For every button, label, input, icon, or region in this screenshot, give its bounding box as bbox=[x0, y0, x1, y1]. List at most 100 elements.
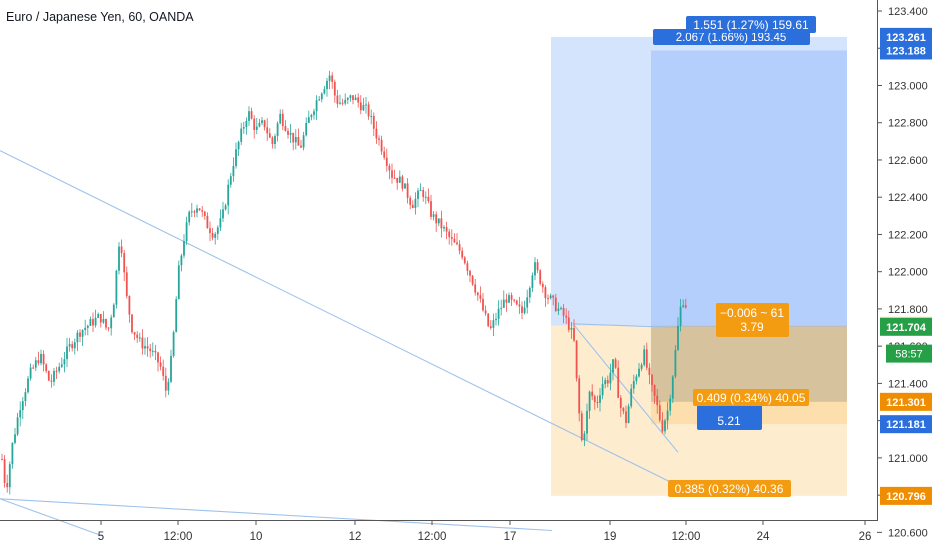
candle-body bbox=[42, 353, 45, 365]
candle bbox=[508, 292, 510, 304]
candle bbox=[619, 395, 622, 417]
candle bbox=[445, 221, 448, 240]
candle-body bbox=[141, 337, 144, 349]
candle-body bbox=[515, 300, 518, 305]
candle bbox=[227, 179, 230, 215]
candle bbox=[302, 131, 305, 151]
candle-body bbox=[310, 114, 313, 118]
candle bbox=[359, 95, 362, 115]
candle bbox=[617, 360, 620, 398]
candle bbox=[92, 312, 94, 332]
candle-body bbox=[144, 346, 146, 349]
candle-body bbox=[11, 442, 14, 465]
candle-body bbox=[609, 372, 612, 384]
candle bbox=[245, 117, 248, 135]
candle bbox=[443, 225, 445, 232]
candle bbox=[222, 201, 224, 223]
candle bbox=[162, 359, 165, 381]
price-tick-label: 122.600 bbox=[888, 155, 928, 167]
candle bbox=[604, 377, 607, 389]
candle-body bbox=[549, 295, 552, 299]
candle bbox=[73, 338, 76, 355]
candle bbox=[557, 302, 560, 316]
candle-body bbox=[128, 296, 131, 315]
candle-body bbox=[331, 75, 334, 82]
candle-body bbox=[682, 305, 685, 307]
candle-body bbox=[333, 81, 336, 96]
candle-body bbox=[596, 402, 599, 404]
price-tag-label: 121.301 bbox=[886, 397, 926, 409]
candle-body bbox=[201, 210, 204, 212]
stop-label-b[interactable]: 0.409 (0.34%) 40.05 bbox=[693, 389, 809, 406]
candle bbox=[463, 255, 466, 265]
candle bbox=[349, 94, 352, 102]
candle bbox=[110, 314, 113, 336]
candle-body bbox=[658, 405, 661, 421]
candle-body bbox=[274, 136, 276, 144]
candle bbox=[188, 210, 191, 226]
price-tag-label: 123.188 bbox=[886, 45, 926, 57]
candle bbox=[323, 86, 326, 95]
price-axis[interactable]: 120.600120.800121.000121.200121.400121.6… bbox=[877, 0, 932, 539]
candle bbox=[427, 188, 430, 204]
candle-body bbox=[349, 95, 352, 99]
candle-body bbox=[502, 299, 505, 308]
candle-body bbox=[66, 346, 68, 360]
candle bbox=[437, 218, 440, 227]
candle bbox=[183, 234, 185, 259]
candle-body bbox=[255, 126, 258, 130]
candle-body bbox=[630, 388, 633, 407]
candle bbox=[466, 260, 469, 276]
candle-body bbox=[125, 272, 128, 297]
candle bbox=[599, 388, 601, 412]
candle-body bbox=[536, 262, 539, 271]
candle bbox=[214, 231, 217, 245]
trendlines[interactable] bbox=[0, 150, 698, 537]
candle bbox=[71, 341, 74, 352]
candle-body bbox=[154, 350, 157, 353]
stop-label-a[interactable]: 0.385 (0.32%) 40.36 bbox=[668, 480, 791, 497]
candle bbox=[149, 343, 152, 358]
candle bbox=[476, 291, 479, 301]
candle bbox=[656, 389, 659, 414]
candle bbox=[115, 269, 118, 309]
candle-body bbox=[614, 359, 617, 368]
price-tag-bg bbox=[880, 486, 932, 505]
candle-body bbox=[14, 434, 16, 443]
target-label-a[interactable]: 1.551 (1.27%) 159.61 bbox=[686, 16, 816, 33]
candle-body bbox=[440, 218, 443, 229]
candle-body bbox=[32, 367, 35, 369]
candle bbox=[593, 394, 596, 410]
candle bbox=[528, 286, 531, 304]
candle bbox=[614, 357, 617, 369]
candle bbox=[170, 349, 172, 384]
candle-body bbox=[261, 120, 263, 123]
candle-body bbox=[79, 332, 81, 337]
candle bbox=[292, 132, 295, 151]
candle bbox=[172, 330, 175, 358]
price-tick-label: 122.200 bbox=[888, 229, 928, 241]
candle-body bbox=[196, 208, 198, 213]
candle-body bbox=[617, 367, 620, 398]
price-tick-label: 122.000 bbox=[888, 267, 928, 279]
candle-body bbox=[235, 149, 237, 167]
candle bbox=[500, 299, 503, 316]
candle-body bbox=[37, 360, 40, 364]
candle-body bbox=[352, 95, 354, 100]
stop-ratio-label[interactable]: 5.21 bbox=[697, 403, 762, 430]
candle-body bbox=[159, 362, 162, 367]
candle bbox=[513, 298, 516, 303]
current-label[interactable]: −0.006 ~ 61 3.79 bbox=[716, 303, 789, 337]
candle bbox=[276, 121, 279, 142]
candle bbox=[16, 412, 19, 436]
price-tag-label: 123.261 bbox=[886, 32, 926, 44]
candle-body bbox=[81, 329, 84, 337]
candle bbox=[50, 374, 53, 388]
candle bbox=[55, 366, 58, 379]
candle-body bbox=[89, 319, 92, 326]
time-axis[interactable]: 5 12:00 10 12 12:00 17 19 12:00 24 26 bbox=[0, 520, 878, 543]
candle-body bbox=[565, 315, 568, 318]
candle-body bbox=[409, 197, 412, 205]
time-tick-label: 12:00 bbox=[164, 531, 193, 543]
